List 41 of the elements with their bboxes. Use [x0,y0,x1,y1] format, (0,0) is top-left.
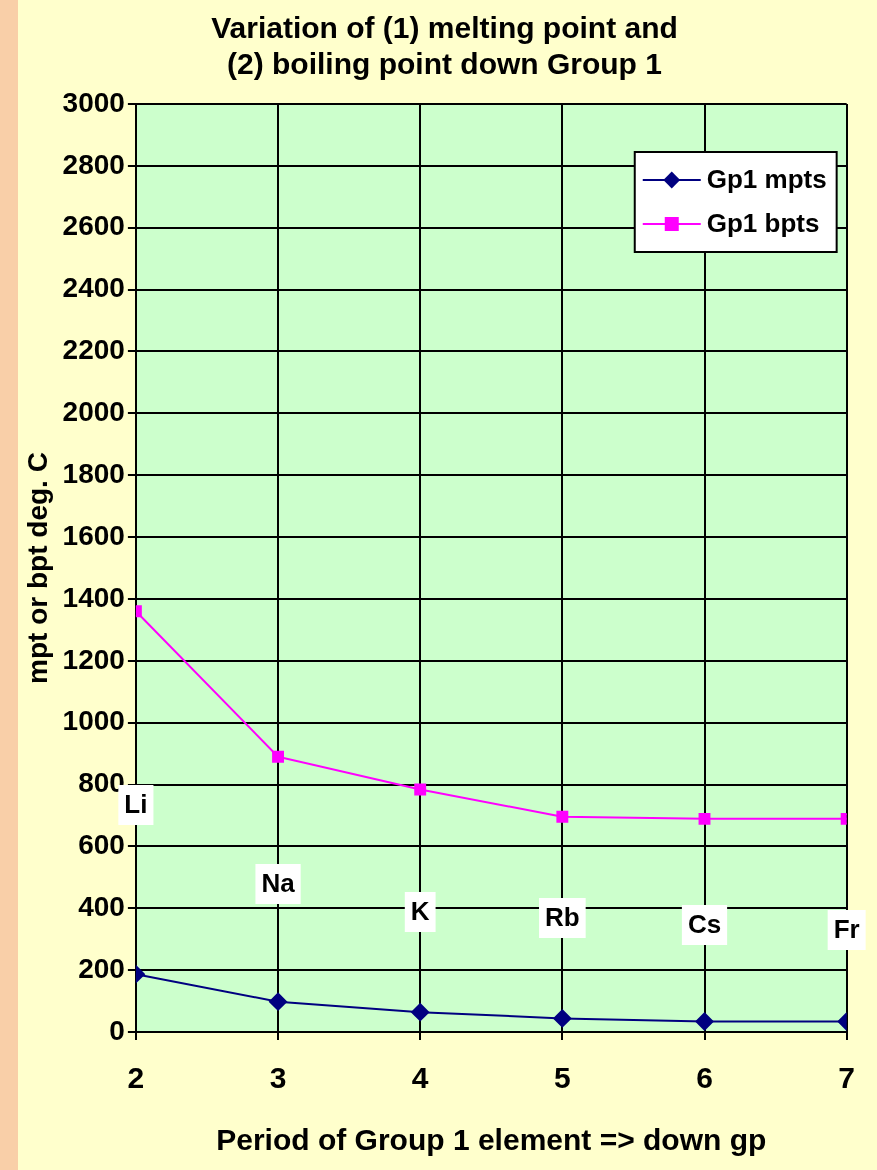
legend-label: Gp1 mpts [706,164,827,195]
point [414,783,427,796]
y-tick-label: 2400 [62,272,125,304]
y-tick-label: 2000 [62,396,125,428]
x-tick-label: 4 [411,1061,429,1095]
annotation: Li [124,789,148,820]
annotation: Na [261,868,296,899]
y-tick-label: 2200 [62,334,125,366]
point [695,1012,714,1031]
y-tick-label: 1600 [62,519,125,551]
chart-title: Variation of (1) melting point and (2) boiling point down Group 1 [211,11,678,81]
y-tick-label: 1200 [62,643,125,675]
x-tick-label: 6 [696,1061,713,1095]
annotation: Cs [687,909,722,940]
point [553,1009,572,1028]
y-tick-label: 800 [78,767,125,799]
y-tick-label: 1000 [62,705,125,737]
y-tick-label: 1400 [62,581,125,613]
x-tick-label: 2 [127,1061,145,1095]
y-tick-label: 400 [78,890,125,922]
point [269,992,288,1011]
y-tick-label: 2800 [62,148,125,180]
legend-label: Gp1 bpts [706,208,820,239]
y-tick-label: 600 [78,829,125,861]
y-tick-label: 0 [109,1014,125,1046]
point [411,1003,430,1022]
annotation: Rb [545,902,580,933]
x-axis-title: Period of Group 1 element => down gp [216,1123,767,1157]
x-tick-label: 7 [838,1061,855,1095]
x-tick-label: 5 [554,1061,571,1095]
y-tick-label: 3000 [62,86,125,118]
annotation: Fr [833,914,860,945]
y-tick-label: 2600 [62,210,125,242]
x-tick-label: 3 [269,1061,287,1095]
y-tick-label: 1800 [62,457,125,489]
point [272,750,284,763]
point [556,810,569,823]
y-axis-title: mpt or bpt deg. C [21,452,53,684]
annotation: K [410,896,430,927]
y-tick-label: 200 [78,952,125,984]
point [698,812,711,825]
